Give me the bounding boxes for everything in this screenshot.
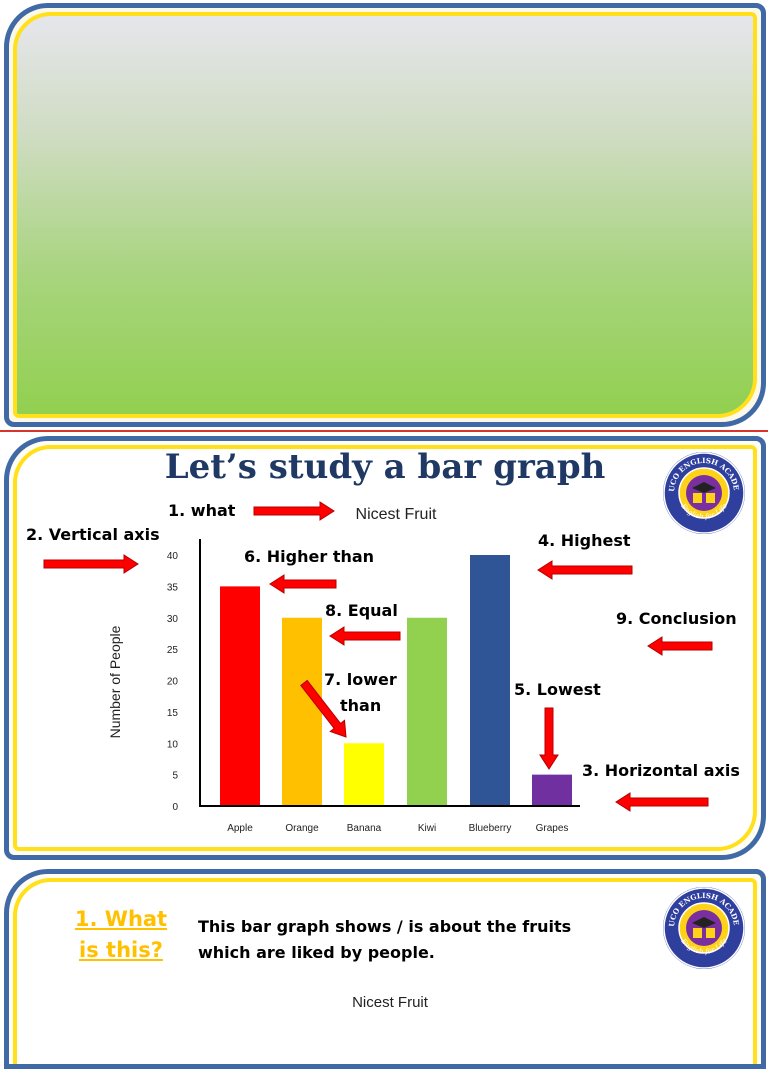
- label-vertical-axis: 2. Vertical axis: [26, 525, 160, 544]
- academy-logo-icon: EDUCO ENGLISH ACADEMY English for Life: [662, 886, 745, 969]
- bar-chart: Nicest Fruit Number of People 0 5 10 15 20 25 30…: [43, 501, 713, 834]
- label-highest: 4. Highest: [538, 531, 631, 550]
- arrow-what-icon: [253, 501, 335, 521]
- slide-3-frame: [4, 869, 766, 1069]
- answer-line-2: which are liked by people.: [198, 943, 435, 962]
- arrow-horizontal-axis-icon: [615, 792, 709, 812]
- y-tick-label: 10: [167, 739, 179, 750]
- x-tick-label: Grapes: [536, 823, 569, 834]
- x-tick-label: Kiwi: [418, 823, 436, 834]
- label-lowest: 5. Lowest: [514, 680, 601, 699]
- arrow-lower-than-icon: [300, 679, 347, 738]
- slide-1-frame: [4, 3, 766, 427]
- question-line-2: is this?: [79, 938, 163, 962]
- y-tick-label: 5: [172, 771, 178, 782]
- y-tick-label: 30: [167, 614, 179, 625]
- slide-3-chart-title: Nicest Fruit: [352, 994, 428, 1011]
- y-tick-label: 40: [167, 551, 179, 562]
- slide-2-frame: [4, 436, 766, 860]
- question-line-1: 1. What: [74, 907, 168, 931]
- label-conclusion: 9. Conclusion: [616, 609, 737, 628]
- label-lower-than-line2: than: [340, 696, 382, 715]
- x-tick-label: Blueberry: [469, 823, 512, 834]
- academy-logo-icon: EDUCO ENGLISH ACADEMY English for Life: [662, 451, 745, 534]
- x-tick-label: Apple: [227, 823, 253, 834]
- label-higher-than: 6. Higher than: [244, 547, 375, 566]
- slide-2: Let’s study a bar graph EDUCO ENGLISH AC…: [0, 433, 768, 863]
- bar-blueberry: [470, 555, 510, 806]
- answer-text: This bar graph shows / is about the frui…: [198, 914, 618, 966]
- arrow-equal-icon: [329, 626, 401, 646]
- slide-title: Let’s study a bar graph: [164, 447, 606, 487]
- bar-banana: [344, 743, 384, 806]
- y-tick-label: 25: [167, 645, 179, 656]
- arrow-lowest-icon: [539, 707, 559, 770]
- y-axis-label: Number of People: [107, 625, 123, 738]
- label-horizontal-axis: 3. Horizontal axis: [582, 761, 740, 780]
- x-tick-label: Banana: [347, 823, 382, 834]
- x-tick-label: Orange: [285, 823, 319, 834]
- slide-divider: [0, 430, 768, 432]
- arrow-higher-than-icon: [269, 574, 337, 594]
- y-tick-label: 35: [167, 582, 179, 593]
- arrow-vertical-axis-icon: [43, 554, 139, 574]
- y-tick-label: 15: [167, 708, 179, 719]
- label-equal: 8. Equal: [325, 601, 398, 620]
- arrow-highest-icon: [537, 560, 633, 580]
- answer-line-1: This bar graph shows / is about the frui…: [198, 917, 572, 936]
- bar-grapes: [532, 774, 572, 806]
- arrow-conclusion-icon: [647, 636, 713, 656]
- chart-title: Nicest Fruit: [356, 506, 437, 523]
- slide-1: [0, 0, 768, 430]
- slide-3: 1. What is this? This bar graph shows / …: [0, 866, 768, 1069]
- bar-orange: [282, 617, 322, 806]
- y-tick-label: 20: [167, 677, 179, 688]
- slide-1-gradient-panel: [13, 12, 757, 418]
- bar-apple: [220, 586, 260, 806]
- slide-2-panel: [13, 445, 757, 851]
- label-what: 1. what: [168, 501, 236, 520]
- label-lower-than-line1: 7. lower: [324, 670, 397, 689]
- bar-kiwi: [407, 617, 447, 806]
- question-heading: 1. What is this?: [62, 904, 180, 966]
- y-tick-label: 0: [172, 802, 178, 813]
